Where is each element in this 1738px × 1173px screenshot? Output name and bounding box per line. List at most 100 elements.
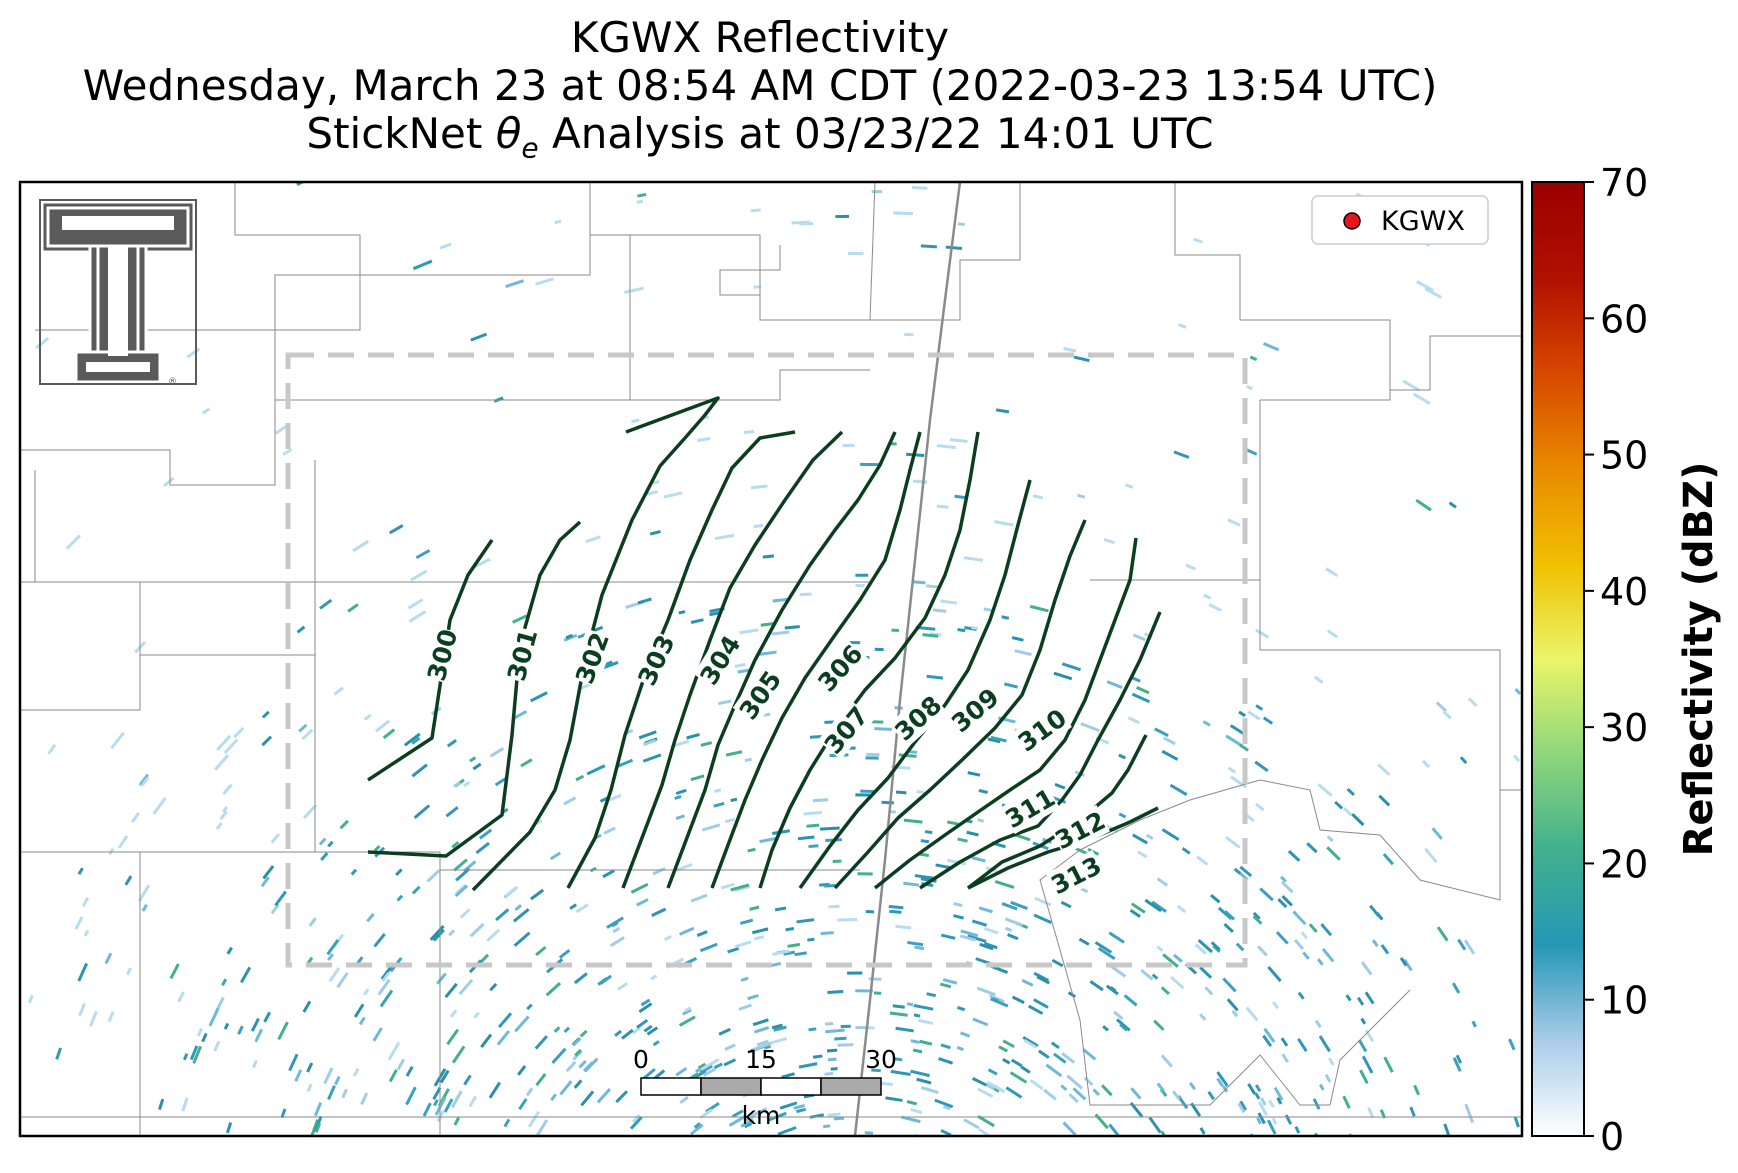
contour-309 bbox=[833, 519, 1087, 890]
contour-label-background bbox=[1046, 849, 1106, 901]
echo-gate bbox=[1257, 1101, 1268, 1116]
echo-gate bbox=[913, 580, 926, 585]
echo-gate bbox=[363, 988, 370, 996]
echo-gate bbox=[177, 991, 185, 1003]
contour-label-background bbox=[999, 782, 1061, 834]
echo-gate bbox=[518, 1098, 528, 1110]
echo-gate bbox=[1246, 384, 1253, 391]
echo-gate bbox=[916, 1077, 932, 1085]
echo-gate bbox=[1106, 680, 1123, 689]
echo-gate bbox=[1512, 754, 1521, 763]
echo-gate bbox=[89, 1010, 98, 1027]
echo-gate bbox=[1032, 494, 1044, 500]
echo-gate bbox=[1361, 1055, 1374, 1074]
echo-gate bbox=[55, 1047, 62, 1060]
contour-label-background bbox=[1012, 702, 1072, 758]
echo-gate bbox=[979, 942, 994, 951]
echo-gate bbox=[1010, 1058, 1023, 1068]
echo-gate bbox=[637, 192, 647, 198]
echo-gate bbox=[1280, 1037, 1289, 1047]
echo-gate bbox=[990, 735, 1007, 743]
echo-gate bbox=[713, 788, 722, 793]
echo-gate bbox=[822, 1124, 831, 1129]
echo-gate bbox=[1060, 1084, 1068, 1092]
echo-gate bbox=[1066, 1074, 1084, 1090]
echo-gate bbox=[1162, 736, 1176, 746]
echo-gate bbox=[1342, 1095, 1351, 1109]
echo-gate bbox=[636, 199, 644, 204]
echo-gate bbox=[1223, 922, 1234, 933]
echo-gate bbox=[812, 798, 829, 803]
echo-gate bbox=[1160, 1130, 1172, 1136]
echo-gate bbox=[603, 826, 616, 835]
echo-gate bbox=[388, 524, 404, 535]
echo-gate bbox=[1238, 710, 1246, 718]
echo-gate bbox=[1326, 846, 1341, 861]
echo-gate bbox=[727, 946, 740, 954]
echo-gate bbox=[1317, 783, 1333, 797]
echo-gate bbox=[910, 1107, 923, 1114]
echo-gate bbox=[1131, 692, 1151, 704]
echo-gate bbox=[987, 1068, 998, 1076]
echo-gate bbox=[350, 868, 358, 876]
echo-gate bbox=[163, 476, 175, 488]
echo-gate bbox=[1255, 704, 1264, 711]
echo-gate bbox=[926, 992, 937, 998]
echo-gate bbox=[1342, 807, 1353, 817]
echo-gate bbox=[837, 917, 858, 922]
echo-gate bbox=[670, 739, 690, 749]
echo-gate bbox=[107, 1011, 115, 1023]
echo-gate bbox=[759, 650, 777, 656]
echo-gate bbox=[964, 626, 977, 632]
echo-gate bbox=[578, 1059, 587, 1069]
echo-gate bbox=[638, 730, 657, 740]
echo-gate bbox=[1442, 710, 1452, 720]
echo-gate bbox=[1051, 958, 1064, 968]
echo-gate bbox=[623, 286, 644, 294]
echo-gate bbox=[631, 1113, 641, 1124]
echo-gate bbox=[387, 1041, 401, 1061]
echo-gate bbox=[690, 893, 708, 903]
echo-gate bbox=[1237, 1102, 1246, 1114]
echo-gate bbox=[827, 1112, 841, 1117]
echo-gate bbox=[1208, 603, 1222, 612]
echo-gate bbox=[1416, 280, 1435, 292]
echo-gate bbox=[410, 569, 428, 582]
echo-gate bbox=[1459, 756, 1468, 765]
echo-gate bbox=[445, 806, 459, 818]
echo-gate bbox=[347, 603, 359, 613]
echo-gate bbox=[1320, 923, 1333, 937]
echo-gate bbox=[1256, 945, 1268, 957]
echo-gate bbox=[514, 904, 523, 912]
echo-gate bbox=[1318, 1035, 1331, 1053]
echo-gate bbox=[835, 214, 849, 219]
echo-gate bbox=[444, 982, 458, 999]
echo-gate bbox=[1421, 759, 1431, 769]
echo-gate bbox=[1351, 813, 1365, 827]
echo-gate bbox=[919, 1039, 933, 1046]
echo-gate bbox=[989, 997, 1009, 1008]
echo-gate bbox=[893, 1057, 903, 1062]
echo-gate bbox=[663, 935, 672, 942]
echo-gate bbox=[497, 1012, 513, 1029]
scale-tick-30: 30 bbox=[865, 1045, 897, 1074]
contour-311 bbox=[919, 611, 1162, 890]
echo-gate bbox=[535, 277, 554, 286]
texas-tech-logo: ® bbox=[39, 199, 197, 387]
echo-gate bbox=[1471, 1020, 1477, 1028]
echo-gate bbox=[1328, 1057, 1335, 1066]
county-line bbox=[20, 581, 141, 711]
echo-gate bbox=[1367, 1107, 1375, 1119]
echo-gate bbox=[270, 833, 281, 844]
echo-gate bbox=[652, 1040, 660, 1047]
echo-gate bbox=[1137, 850, 1148, 859]
echo-gate bbox=[1266, 1119, 1277, 1135]
echo-gate bbox=[832, 859, 842, 863]
echo-gate bbox=[621, 1028, 634, 1040]
echo-gate bbox=[796, 918, 815, 924]
echo-gate bbox=[1177, 1095, 1189, 1110]
echo-gate bbox=[512, 614, 528, 624]
echo-gate bbox=[358, 1016, 366, 1026]
echo-gate bbox=[382, 728, 396, 740]
